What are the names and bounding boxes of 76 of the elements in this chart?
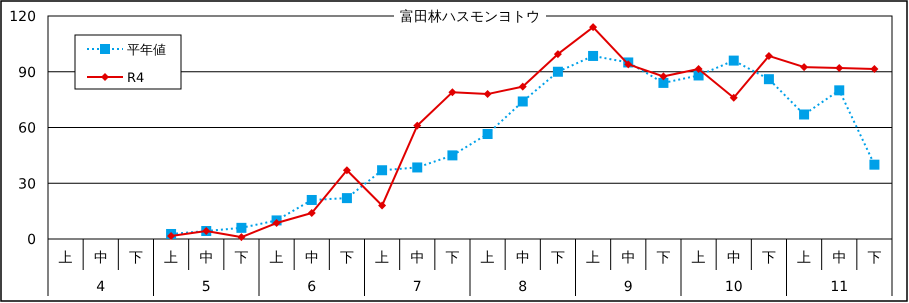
- point: [800, 63, 808, 72]
- x-tick-label: 中: [199, 250, 214, 266]
- x-tick-label: 下: [656, 250, 670, 266]
- point: [624, 60, 632, 68]
- y-tick-label: 60: [18, 120, 36, 136]
- text: 7: [412, 279, 422, 295]
- text: 8: [518, 279, 528, 295]
- point: [834, 85, 844, 96]
- point: [308, 208, 316, 217]
- x-tick-label: 下: [550, 250, 565, 266]
- x-tick-label: 上: [164, 250, 178, 266]
- y-tick-label: 120: [9, 9, 36, 25]
- x-tick-label: 上: [586, 250, 600, 266]
- point: [552, 66, 563, 77]
- text: 5: [202, 279, 211, 295]
- y-tick-label: 0: [27, 232, 36, 248]
- point: [588, 50, 598, 61]
- x-tick-label: 中: [516, 250, 530, 266]
- legend-label: 平年値: [127, 43, 166, 58]
- point: [306, 194, 317, 205]
- text: 4: [96, 279, 106, 295]
- point: [659, 72, 668, 80]
- point: [377, 165, 388, 176]
- point: [554, 50, 562, 58]
- x-tick-label: 上: [797, 250, 812, 266]
- x-tick-label: 上: [375, 250, 390, 266]
- text: 11: [830, 279, 848, 295]
- x-tick-label: 中: [304, 250, 319, 266]
- point: [764, 52, 773, 60]
- point: [799, 109, 810, 120]
- x-tick-label: 中: [621, 250, 636, 266]
- point: [412, 162, 422, 172]
- x-tick-label: 中: [726, 250, 741, 266]
- point: [589, 23, 598, 32]
- x-tick-label: 上: [480, 250, 495, 266]
- x-tick-label: 下: [762, 250, 776, 266]
- point: [518, 82, 527, 91]
- point: [728, 56, 739, 66]
- point: [342, 193, 352, 204]
- point: [764, 74, 774, 84]
- point: [272, 219, 281, 228]
- point: [835, 64, 844, 72]
- chart-title: 富田林ハスモンヨトウ: [400, 9, 540, 25]
- x-tick-label: 上: [58, 250, 73, 266]
- point: [869, 160, 880, 170]
- point: [413, 122, 422, 130]
- point: [448, 88, 456, 96]
- point: [694, 64, 703, 73]
- x-tick-label: 中: [410, 250, 424, 266]
- y-tick-label: 90: [18, 64, 36, 81]
- x-tick-label: 下: [234, 250, 248, 266]
- text: 10: [724, 279, 743, 295]
- x-tick-label: 上: [692, 250, 706, 266]
- x-tick-label: 中: [94, 250, 108, 266]
- point: [482, 129, 493, 140]
- point: [447, 150, 458, 160]
- point: [342, 166, 351, 174]
- text: 9: [624, 279, 633, 295]
- point: [730, 94, 738, 102]
- point: [237, 233, 246, 242]
- point: [378, 202, 386, 210]
- point: [484, 90, 492, 98]
- legend-label: R4: [127, 71, 144, 86]
- text: 6: [307, 279, 316, 295]
- point: [518, 96, 528, 106]
- y-tick-label: 30: [18, 176, 36, 192]
- point: [658, 78, 668, 88]
- x-tick-label: 下: [128, 250, 143, 266]
- x-tick-label: 下: [340, 250, 354, 266]
- x-tick-label: 下: [867, 250, 882, 266]
- point: [870, 64, 878, 73]
- point: [236, 222, 246, 233]
- x-tick-label: 上: [270, 250, 284, 266]
- point: [167, 232, 176, 240]
- x-tick-label: 下: [445, 250, 460, 266]
- x-tick-label: 中: [832, 250, 846, 266]
